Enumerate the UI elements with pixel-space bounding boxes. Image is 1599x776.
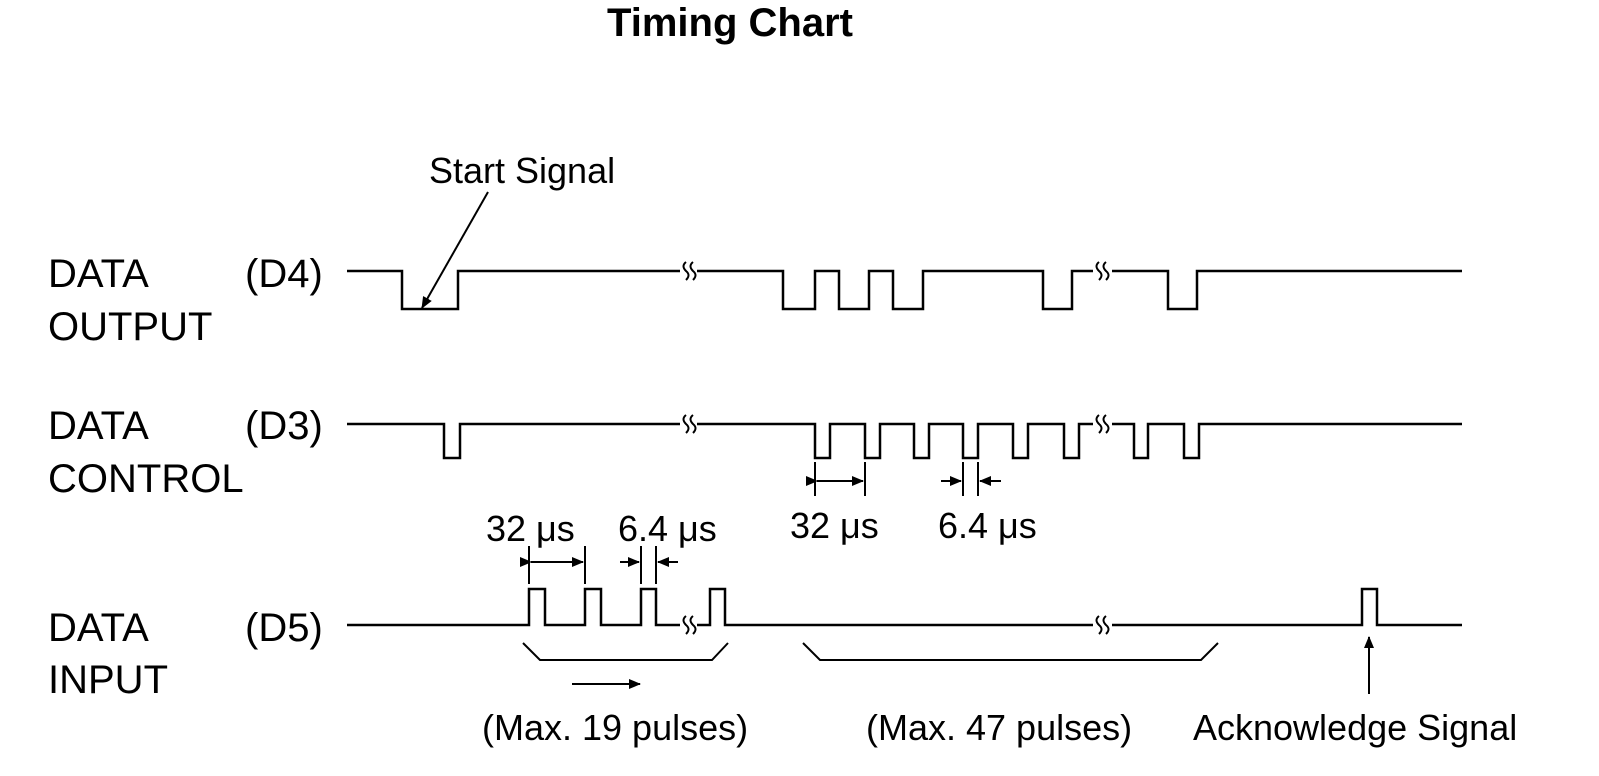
- input-break-mark-2: [1095, 615, 1110, 635]
- input-break-mark-1: [682, 615, 697, 635]
- control-pulse-label: 6.4 μs: [938, 505, 1037, 546]
- chart-title: Timing Chart: [607, 1, 853, 45]
- input-label-line1: DATA: [48, 606, 149, 650]
- control-label-line2: CONTROL: [48, 457, 244, 501]
- input-pulse-label: 6.4 μs: [618, 508, 717, 549]
- control-period-label: 32 μs: [790, 505, 879, 546]
- input-pin-label: (D5): [245, 606, 323, 650]
- start-signal-label: Start Signal: [429, 150, 615, 191]
- output-waveform: [347, 269, 1462, 311]
- acknowledge-signal-label: Acknowledge Signal: [1193, 707, 1517, 748]
- control-label-line1: DATA: [48, 404, 149, 448]
- max-19-pulses-label: (Max. 19 pulses): [482, 707, 748, 748]
- max-47-pulses-label: (Max. 47 pulses): [866, 707, 1132, 748]
- control-waveform: [347, 422, 1462, 460]
- output-break-mark-2: [1095, 261, 1110, 281]
- control-break-mark-1: [682, 414, 697, 434]
- output-label-line2: OUTPUT: [48, 305, 212, 349]
- control-break-mark-2: [1095, 414, 1110, 434]
- output-label-line1: DATA: [48, 252, 149, 296]
- bracket-max-47: [802, 642, 1219, 661]
- control-pin-label: (D3): [245, 404, 323, 448]
- start-signal-arrow: [421, 191, 489, 309]
- output-break-mark-1: [682, 261, 697, 281]
- output-pin-label: (D4): [245, 252, 323, 296]
- input-label-line2: INPUT: [48, 658, 168, 702]
- bracket-max-19: [522, 642, 729, 661]
- input-waveform: [347, 587, 1462, 627]
- input-period-label: 32 μs: [486, 508, 575, 549]
